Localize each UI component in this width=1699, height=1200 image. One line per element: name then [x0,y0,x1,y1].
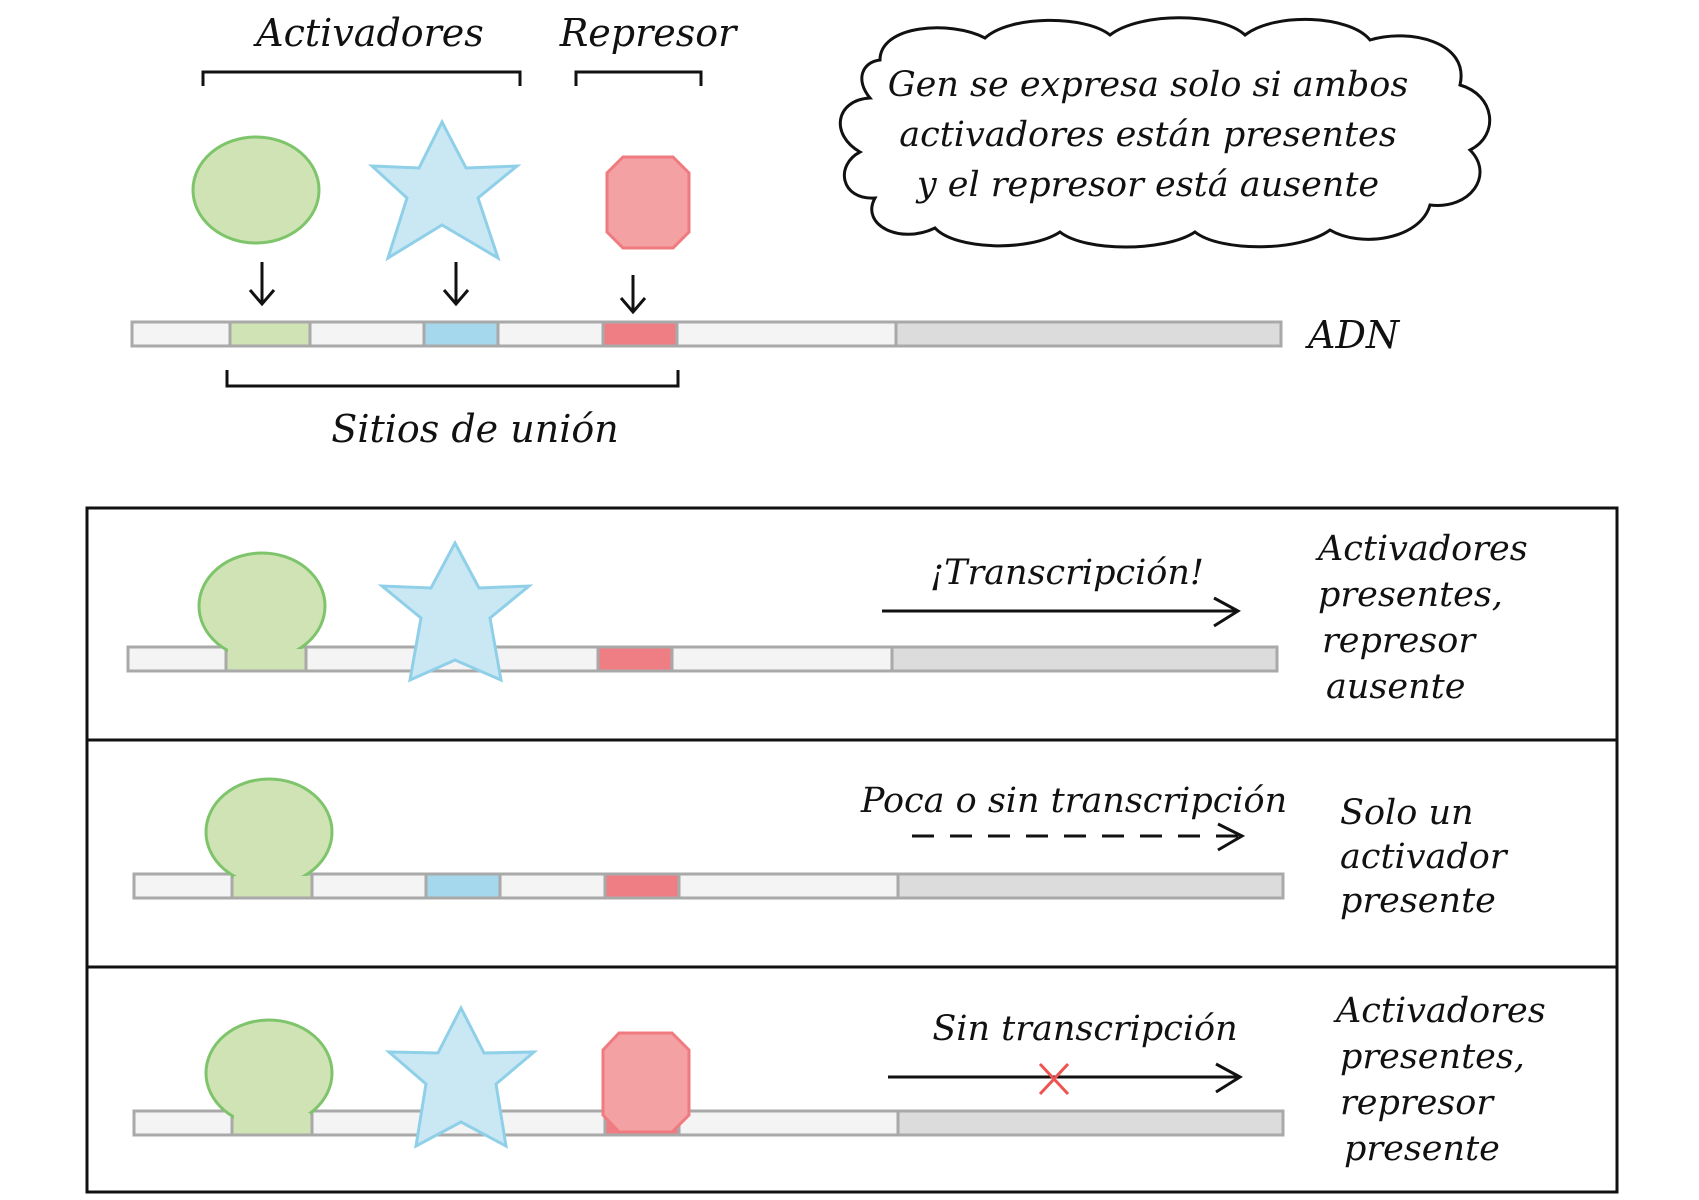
cloud-line-3: y el represor está ausente [915,165,1379,205]
repressor-label: Represor [559,11,739,55]
transcription-arrow-dashed [912,822,1246,852]
panel-3-condition-3: represor [1340,1083,1495,1123]
panel-2-arrow-label: Poca o sin transcripción [860,781,1287,821]
binding-sites-bracket [225,370,680,388]
panel-2-condition-3: presente [1340,881,1496,921]
activator-oval-bound [197,551,327,661]
panel-1-condition-1: Activadores [1315,529,1528,569]
panel-3-condition-4: presente [1344,1129,1500,1169]
cloud-line-1: Gen se expresa solo si ambos [888,65,1409,105]
panel-1: ¡Transcripción! Activadores presentes, r… [126,529,1528,707]
activator-star-bound [384,1004,539,1149]
dna-strand-top [130,320,1283,348]
panel-3-condition-2: presentes, [1340,1037,1525,1077]
block-x-icon [1038,1062,1070,1096]
activator-oval [191,135,321,245]
dna-label: ADN [1305,313,1401,357]
repressor-octagon [605,155,691,250]
repressor-site-red [601,320,679,348]
repressor-octagon-bound [601,1031,691,1134]
panel-1-condition-3: represor [1322,621,1477,661]
panel-2-condition-1: Solo un [1340,793,1474,833]
panels-frame [85,506,1619,1194]
binding-sites-label: Sitios de unión [331,407,618,451]
activator-site-blue [422,320,500,348]
panel-2: Poca o sin transcripción Solo un activad… [132,777,1509,921]
activators-label: Activadores [253,11,484,55]
panel-1-condition-4: ausente [1326,667,1465,707]
transcription-arrow-blocked [888,1062,1243,1094]
transcription-arrow-solid [882,596,1241,628]
panel-2-condition-2: activador [1340,837,1509,877]
panel-3-condition-1: Activadores [1333,991,1546,1031]
activators-bracket [201,70,522,86]
panel-1-condition-2: presentes, [1318,575,1503,615]
activator-star-bound [377,539,534,683]
activator-star [367,118,522,262]
binding-arrows [248,262,647,315]
repressor-bracket [574,70,703,86]
panel-3: Sin transcripción Activadores presentes,… [132,991,1546,1169]
activator-site-green [228,320,312,348]
panel-1-arrow-label: ¡Transcripción! [930,553,1204,593]
activator-oval-bound [204,777,334,887]
panel-3-arrow-label: Sin transcripción [932,1009,1237,1049]
thought-cloud [838,16,1492,249]
activator-oval-bound [204,1018,334,1128]
cloud-line-2: activadores están presentes [899,115,1396,155]
